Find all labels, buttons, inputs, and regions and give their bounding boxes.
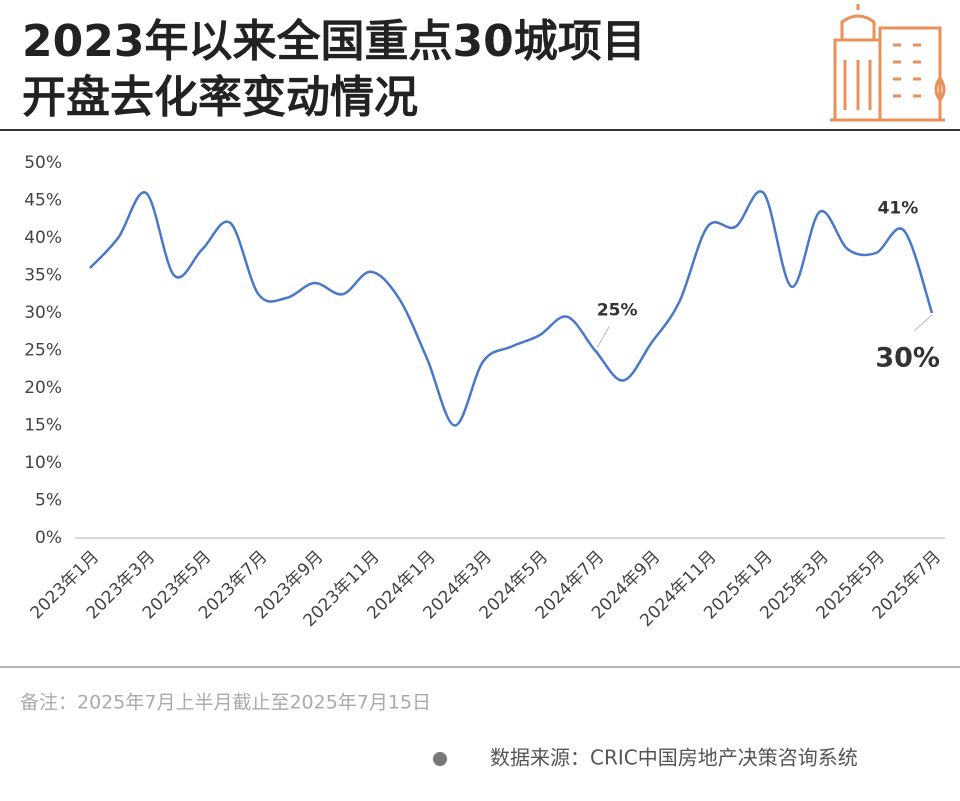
data-label: 30% [875, 343, 940, 374]
y-tick-label: 50% [24, 153, 62, 173]
y-tick-label: 20% [24, 378, 62, 398]
label-leader [913, 314, 933, 332]
y-tick-label: 45% [24, 191, 62, 211]
y-tick-label: 5% [35, 491, 62, 511]
building-icon [830, 4, 946, 122]
y-tick-label: 10% [24, 453, 62, 473]
y-tick-label: 40% [24, 228, 62, 248]
y-tick-label: 25% [24, 341, 62, 361]
data-label: 25% [597, 301, 638, 321]
note: 备注：2025年7月上半月截止至2025年7月15日 [20, 692, 431, 714]
y-tick-label: 15% [24, 416, 62, 436]
source: 数据来源：CRIC中国房地产决策咨询系统 [490, 746, 858, 770]
label-leader [596, 326, 610, 348]
chart-title: 开盘去化率变动情况 [22, 72, 418, 123]
y-tick-label: 0% [35, 528, 62, 548]
y-tick-label: 30% [24, 303, 62, 323]
data-label: 41% [878, 199, 919, 219]
source-dot [433, 752, 447, 766]
chart-title: 2023年以来全国重点30城项目 [22, 16, 646, 67]
line [89, 190, 934, 427]
y-tick-label: 35% [24, 266, 62, 286]
